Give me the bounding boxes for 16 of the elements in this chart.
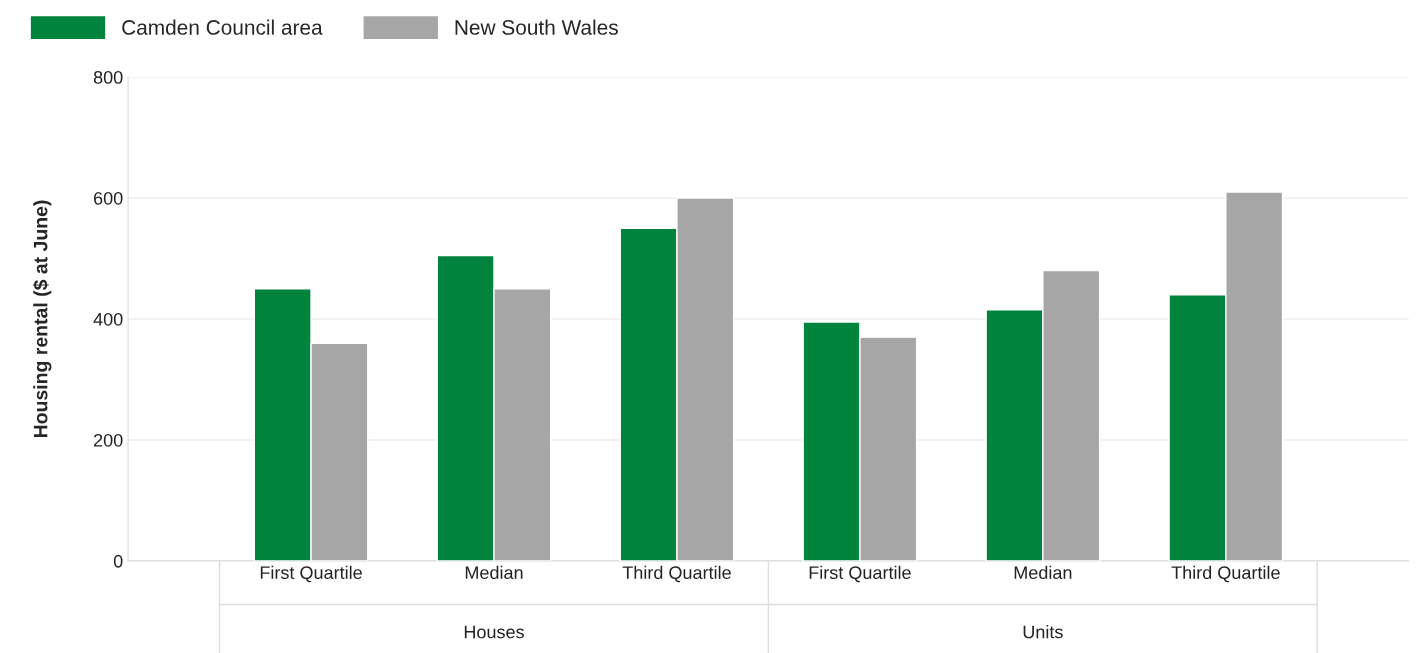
y-tick-label: 800 — [93, 70, 123, 84]
x-tick-label: Third Quartile — [1171, 565, 1280, 583]
y-tick-label: 600 — [94, 191, 123, 205]
text: Houses — [464, 625, 524, 639]
y-tick-label: 200 — [94, 433, 123, 447]
x-tick-label: First Quartile — [809, 565, 911, 583]
y-axis-title: Housing rental ($ at June) — [32, 200, 52, 438]
x-tick-label: First Quartile — [260, 565, 362, 583]
y-tick-label: 0 — [113, 554, 123, 568]
x-tick-label: Median — [465, 565, 523, 580]
x-tick-label: Third Quartile — [622, 565, 731, 583]
legend-label: Camden Council area — [122, 19, 323, 35]
x-tick-label: Median — [1014, 565, 1072, 580]
text: Units — [1023, 625, 1063, 639]
y-tick-label: 400 — [93, 312, 123, 326]
legend-label: New South Wales — [455, 19, 618, 35]
